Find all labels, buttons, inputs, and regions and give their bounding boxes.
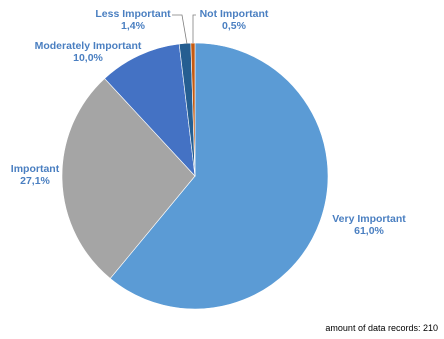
pie-slices: [61, 42, 329, 310]
slice-category-text: Not Important: [200, 8, 269, 20]
slice-label-very-important: Very Important 61,0%: [332, 213, 406, 237]
leader-lines: [172, 14, 196, 45]
pie-slice-not-important: [190, 42, 196, 177]
slice-category-text: Very Important: [332, 213, 406, 225]
leader-line-less-important: [172, 14, 188, 45]
slice-label-important: Important 27,1%: [11, 163, 60, 187]
pie-slice-important: [61, 78, 196, 279]
pie-slice-moderately-important: [104, 43, 196, 177]
slice-label-not-important: Not Important 0,5%: [200, 8, 269, 32]
slice-percent-text: 0,5%: [222, 20, 247, 32]
slice-category-text: Moderately Important: [35, 40, 142, 52]
slice-labels: Very Important 61,0% Important 27,1% Moderat…: [11, 8, 406, 237]
slice-category-text: Less Important: [95, 8, 171, 20]
pie-slice-very-important: [109, 42, 329, 310]
slice-label-moderately-important: Moderately Important 10,0%: [35, 40, 142, 64]
data-records-note: amount of data records: 210: [325, 323, 438, 333]
slice-category-text: Important: [11, 163, 60, 175]
leader-line-not-important: [192, 14, 196, 43]
slice-percent-text: 27,1%: [20, 175, 50, 187]
slice-percent-text: 61,0%: [354, 225, 384, 237]
slice-percent-text: 1,4%: [121, 20, 146, 32]
slice-label-less-important: Less Important 1,4%: [95, 8, 171, 32]
slice-percent-text: 10,0%: [73, 52, 103, 64]
